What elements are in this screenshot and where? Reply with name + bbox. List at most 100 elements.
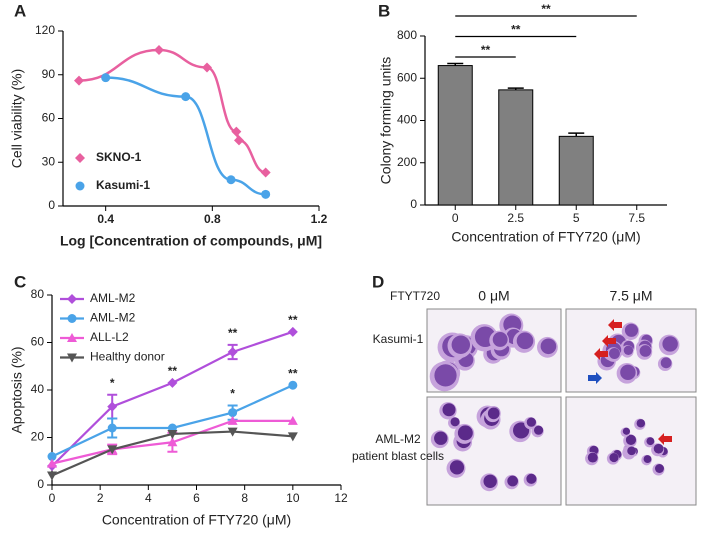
y-tick-label: 0 [37, 477, 44, 491]
nucleus [533, 425, 544, 435]
y-axis-label: Colony forming units [378, 57, 394, 185]
nucleus [540, 338, 557, 355]
row-label: AML-M2 [375, 432, 421, 446]
panel-label: C [14, 272, 26, 291]
treatment-label: FTYT720 [390, 289, 440, 303]
legend-marker [67, 333, 77, 342]
nucleus [609, 452, 619, 463]
nucleus [487, 407, 500, 420]
y-tick-label: 0 [48, 198, 55, 212]
y-tick-label: 60 [42, 111, 56, 125]
point [231, 126, 242, 137]
y-tick-label: 600 [397, 70, 417, 84]
significance-label: ** [511, 23, 521, 37]
nucleus [622, 427, 631, 435]
x-tick-label: 2 [97, 491, 104, 505]
legend-marker [67, 294, 77, 304]
nucleus [451, 335, 471, 354]
nucleus [450, 417, 460, 427]
x-tick-label: 2.5 [507, 211, 524, 225]
nucleus [627, 446, 636, 456]
point [287, 432, 298, 442]
legend-marker [75, 181, 85, 191]
nucleus [608, 348, 620, 360]
nucleus [507, 475, 518, 487]
nucleus [662, 336, 678, 352]
point [107, 401, 118, 412]
bar [437, 65, 473, 206]
x-tick-label: 0.4 [97, 212, 114, 226]
point [288, 380, 298, 390]
x-tick-label: 5 [573, 211, 580, 225]
significance-label: ** [481, 43, 491, 57]
error-bar [447, 62, 464, 66]
y-tick-label: 200 [397, 155, 417, 169]
nucleus [625, 434, 637, 445]
error-bar [507, 87, 524, 90]
x-tick-label: 0 [452, 211, 459, 225]
point [47, 471, 57, 481]
point [287, 326, 298, 337]
point [101, 73, 111, 83]
nucleus [434, 364, 457, 387]
arrow [588, 372, 602, 384]
nucleus [449, 460, 465, 475]
legend-label: AML-M2 [90, 311, 136, 325]
y-axis-label: Cell viability (%) [9, 69, 25, 169]
legend-label: Healthy donor [90, 350, 165, 364]
column-label: 7.5 μM [609, 288, 652, 304]
legend-label: SKNO-1 [96, 150, 142, 164]
legend-label: AML-M2 [90, 291, 136, 305]
nucleus [636, 419, 646, 428]
nucleus [624, 323, 639, 337]
x-tick-label: 8 [241, 491, 248, 505]
point [261, 189, 271, 199]
point [226, 175, 236, 185]
point [287, 415, 298, 425]
x-axis-label: Log [Concentration of compounds, μM] [60, 233, 322, 249]
nucleus [526, 417, 537, 427]
curve [105, 76, 266, 196]
nucleus [516, 332, 534, 350]
nucleus [587, 452, 598, 463]
nucleus [623, 345, 634, 356]
arrow [658, 433, 672, 445]
bar [558, 135, 594, 206]
x-tick-label: 6 [193, 491, 200, 505]
point [227, 415, 238, 425]
arrow [594, 348, 608, 360]
point [167, 377, 178, 388]
point [260, 167, 271, 178]
nucleus [442, 403, 456, 417]
point [227, 347, 238, 357]
x-tick-label: 12 [334, 491, 348, 505]
nucleus [660, 357, 672, 369]
y-tick-label: 90 [42, 67, 56, 81]
point [107, 423, 117, 433]
significance-label: ** [541, 2, 551, 16]
x-tick-label: 1.2 [311, 212, 328, 226]
point [228, 408, 238, 418]
nucleus [654, 463, 664, 473]
legend-marker [75, 153, 85, 163]
nucleus [646, 437, 655, 446]
panel-label: A [14, 1, 26, 20]
significance-label: * [230, 387, 235, 401]
error-bar [568, 132, 585, 137]
legend-marker [67, 353, 77, 363]
nucleus [639, 345, 652, 357]
point [234, 135, 244, 146]
y-tick-label: 20 [31, 430, 45, 444]
point [154, 44, 164, 55]
y-tick-label: 0 [410, 197, 417, 211]
column-label: 0 μM [478, 288, 509, 304]
point [167, 429, 178, 439]
nucleus [483, 474, 497, 488]
arrow [602, 335, 616, 347]
x-tick-label: 7.5 [628, 211, 645, 225]
point [107, 445, 118, 455]
point [167, 437, 178, 447]
y-tick-label: 800 [397, 28, 417, 42]
x-tick-label: 0.8 [204, 212, 221, 226]
